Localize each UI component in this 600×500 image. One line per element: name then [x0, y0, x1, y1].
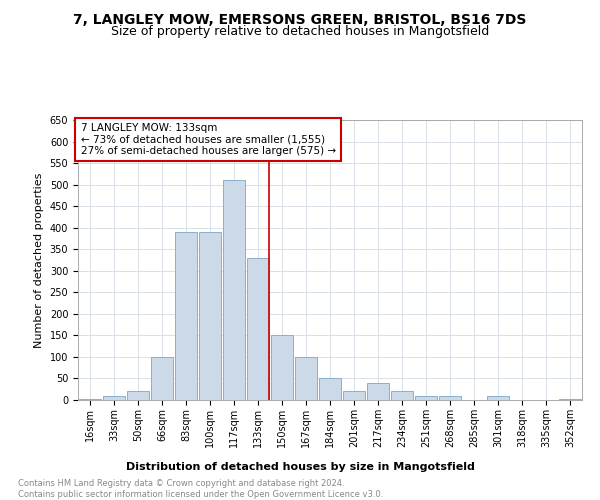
Text: Distribution of detached houses by size in Mangotsfield: Distribution of detached houses by size … — [125, 462, 475, 472]
Bar — [223, 180, 245, 400]
Bar — [319, 378, 341, 400]
Text: 7 LANGLEY MOW: 133sqm
← 73% of detached houses are smaller (1,555)
27% of semi-d: 7 LANGLEY MOW: 133sqm ← 73% of detached … — [80, 123, 335, 156]
Bar — [79, 398, 101, 400]
Bar — [151, 357, 173, 400]
Bar — [367, 383, 389, 400]
Bar — [559, 398, 581, 400]
Bar — [343, 392, 365, 400]
Bar — [415, 396, 437, 400]
Bar — [487, 396, 509, 400]
Text: Contains HM Land Registry data © Crown copyright and database right 2024.: Contains HM Land Registry data © Crown c… — [18, 479, 344, 488]
Text: Contains public sector information licensed under the Open Government Licence v3: Contains public sector information licen… — [18, 490, 383, 499]
Bar — [439, 396, 461, 400]
Bar — [127, 392, 149, 400]
Bar — [175, 232, 197, 400]
Bar — [391, 392, 413, 400]
Bar — [295, 357, 317, 400]
Text: Size of property relative to detached houses in Mangotsfield: Size of property relative to detached ho… — [111, 25, 489, 38]
Bar — [199, 232, 221, 400]
Bar — [103, 396, 125, 400]
Bar — [247, 258, 269, 400]
Bar — [271, 336, 293, 400]
Y-axis label: Number of detached properties: Number of detached properties — [34, 172, 44, 348]
Text: 7, LANGLEY MOW, EMERSONS GREEN, BRISTOL, BS16 7DS: 7, LANGLEY MOW, EMERSONS GREEN, BRISTOL,… — [73, 12, 527, 26]
